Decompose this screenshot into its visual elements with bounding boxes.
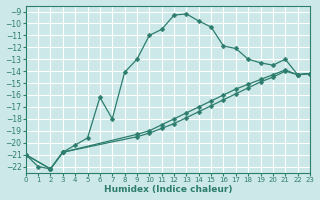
X-axis label: Humidex (Indice chaleur): Humidex (Indice chaleur) xyxy=(104,185,232,194)
